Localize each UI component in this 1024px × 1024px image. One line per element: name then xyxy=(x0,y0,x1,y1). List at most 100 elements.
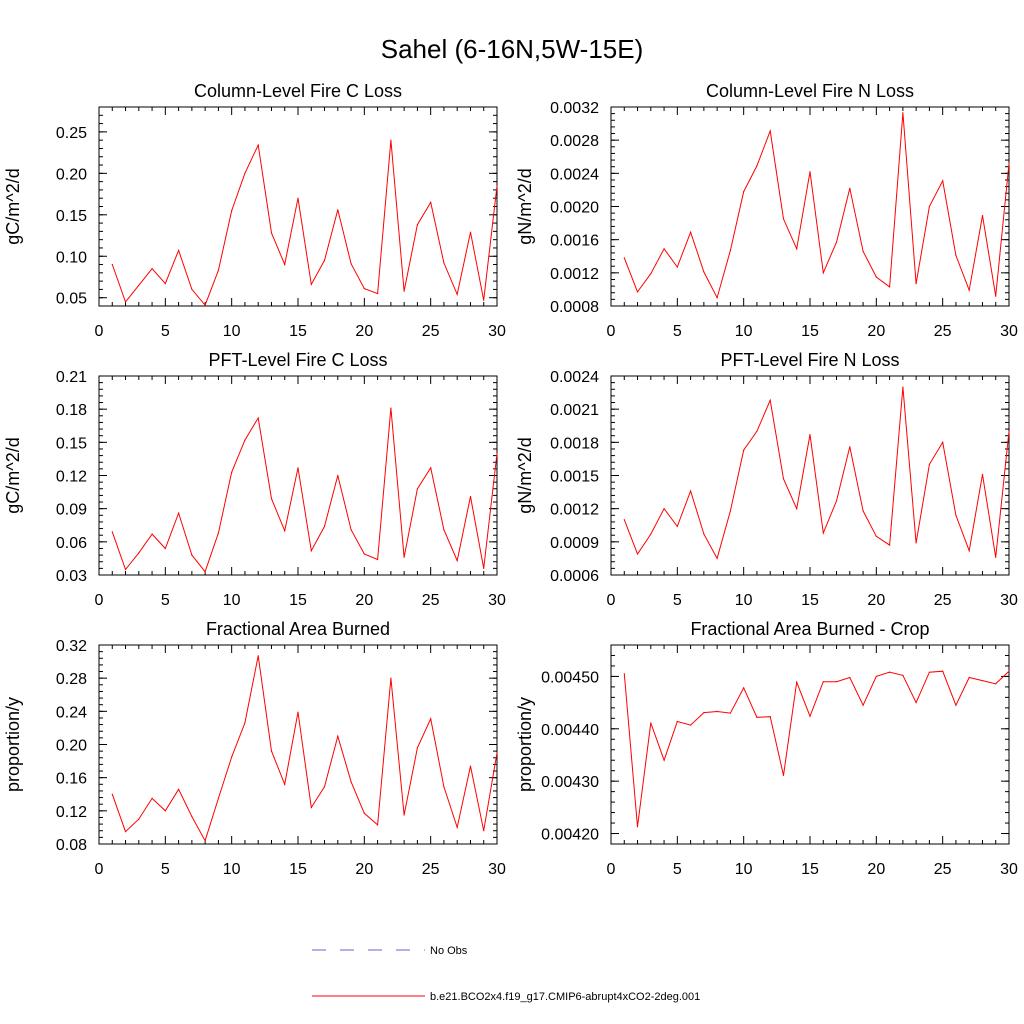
data-point xyxy=(138,818,140,820)
y-tick-label: 0.0006 xyxy=(550,568,599,585)
x-tick-label: 5 xyxy=(673,592,682,609)
data-point xyxy=(928,205,931,208)
data-point xyxy=(231,756,233,758)
data-point xyxy=(902,386,904,388)
data-point xyxy=(496,452,498,454)
data-point xyxy=(178,512,180,514)
y-tick-label: 0.25 xyxy=(56,125,87,142)
data-point xyxy=(716,710,718,713)
x-tick-label: 5 xyxy=(161,861,170,878)
data-point xyxy=(416,747,418,749)
data-point xyxy=(796,248,798,250)
x-tick-label: 30 xyxy=(488,592,506,609)
x-tick-label: 10 xyxy=(223,323,241,340)
data-point xyxy=(430,718,432,720)
data-point xyxy=(875,535,877,537)
data-point xyxy=(849,446,851,448)
panel-title: Column-Level Fire C Loss xyxy=(194,81,402,101)
figure-title: Sahel (6-16N,5W-15E) xyxy=(381,34,644,64)
data-point xyxy=(623,673,625,675)
data-point xyxy=(650,533,652,535)
data-point xyxy=(690,724,692,726)
data-point xyxy=(875,276,877,278)
data-point xyxy=(915,542,917,544)
data-point xyxy=(469,495,472,498)
y-tick-label: 0.0020 xyxy=(550,200,599,217)
data-point xyxy=(915,283,917,285)
y-tick-label: 0.0012 xyxy=(550,266,599,283)
y-tick-label: 0.00430 xyxy=(541,774,599,791)
x-tick-label: 10 xyxy=(735,323,753,340)
data-point xyxy=(337,209,339,211)
data-point xyxy=(928,671,931,673)
data-point xyxy=(690,490,692,492)
data-point xyxy=(690,231,692,233)
data-point xyxy=(769,130,771,132)
data-point xyxy=(456,293,458,295)
data-point xyxy=(1008,670,1010,672)
data-point xyxy=(756,165,758,167)
x-tick-label: 10 xyxy=(223,861,241,878)
y-tick-label: 0.0012 xyxy=(550,502,599,519)
data-point xyxy=(782,478,785,480)
legend-model-label: b.e21.BCO2x4.f19_g17.CMIP6-abrupt4xCO2-2… xyxy=(430,991,700,1003)
data-point xyxy=(483,567,485,570)
data-point xyxy=(323,525,326,528)
x-tick-label: 20 xyxy=(355,592,373,609)
data-point xyxy=(178,249,180,251)
data-point xyxy=(650,273,652,275)
x-tick-label: 25 xyxy=(422,861,440,878)
data-point xyxy=(403,290,405,292)
data-point xyxy=(782,218,785,220)
data-point xyxy=(796,508,798,510)
data-point xyxy=(469,765,472,767)
data-point xyxy=(164,283,166,285)
panel-title: Fractional Area Burned - Crop xyxy=(690,619,929,639)
data-point xyxy=(703,271,705,273)
data-point xyxy=(889,671,891,673)
data-point xyxy=(323,786,326,788)
x-tick-label: 5 xyxy=(673,861,682,878)
data-point xyxy=(889,286,891,288)
y-tick-label: 0.06 xyxy=(56,535,87,552)
y-tick-label: 0.20 xyxy=(56,166,87,183)
data-point xyxy=(430,467,432,469)
data-point xyxy=(178,788,180,790)
x-tick-label: 15 xyxy=(289,323,307,340)
data-point xyxy=(809,434,811,436)
data-point xyxy=(769,399,771,401)
data-point xyxy=(138,284,140,286)
legend-obs-label: No Obs xyxy=(430,945,468,957)
data-point xyxy=(703,712,705,714)
data-point xyxy=(889,544,891,546)
data-point xyxy=(377,293,379,295)
y-axis-label: proportion/y xyxy=(3,697,23,792)
data-point xyxy=(403,814,405,816)
x-tick-label: 0 xyxy=(95,592,104,609)
x-tick-label: 25 xyxy=(422,323,440,340)
x-tick-label: 15 xyxy=(801,592,819,609)
data-point xyxy=(756,430,758,432)
data-point xyxy=(456,560,458,562)
data-point xyxy=(729,510,732,512)
x-tick-label: 25 xyxy=(934,592,952,609)
data-point xyxy=(955,254,957,256)
data-point xyxy=(796,681,798,683)
data-point xyxy=(955,704,957,706)
data-point xyxy=(743,449,745,451)
data-point xyxy=(284,783,286,785)
data-point xyxy=(297,197,299,199)
data-point xyxy=(809,715,811,717)
chart-panel: 0 5 10 15 20 25 30 0.0008 0.0012 0.0016 0.0020 0.00… xyxy=(515,81,1018,340)
plot-frame xyxy=(610,375,1010,576)
data-point xyxy=(968,289,970,291)
x-tick-label: 10 xyxy=(735,592,753,609)
data-point xyxy=(822,532,824,534)
data-point xyxy=(623,519,625,521)
y-axis-label: gN/m^2/d xyxy=(515,168,535,244)
panels-group: 0 5 10 15 20 25 30 0.05 0.10 0.15 0.20 0.25 gC/m^2/d… xyxy=(3,81,1018,878)
plot-frame xyxy=(610,644,1010,845)
data-point xyxy=(942,441,944,443)
series-line xyxy=(111,140,498,307)
data-point xyxy=(270,750,273,752)
